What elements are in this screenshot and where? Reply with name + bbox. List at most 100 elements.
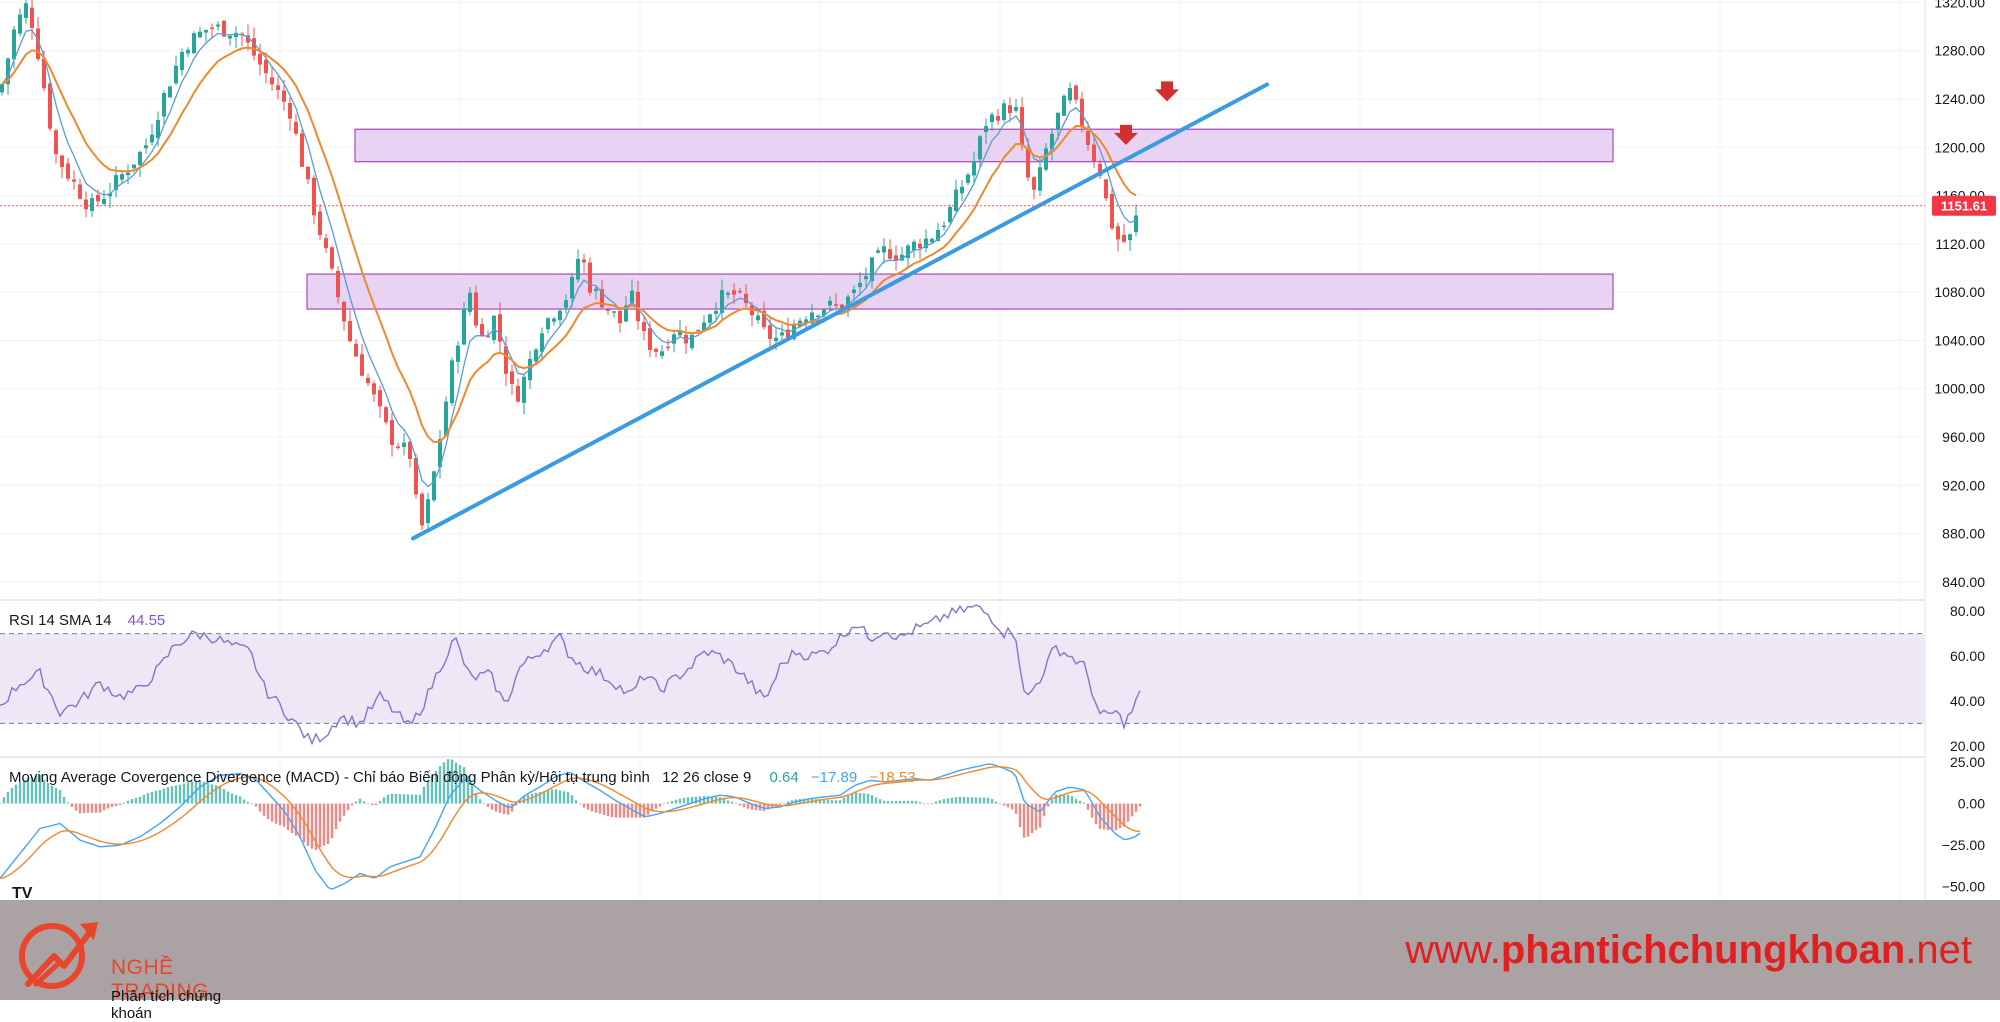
- candle-body: [426, 499, 430, 524]
- candle-body: [0, 84, 4, 93]
- macd-histogram-bar: [334, 803, 338, 829]
- candle-body: [204, 29, 208, 33]
- macd-histogram-bar: [246, 802, 250, 804]
- candle-body: [444, 401, 448, 436]
- macd-histogram-bar: [126, 800, 130, 804]
- candle-body: [42, 58, 46, 89]
- candle-body: [282, 90, 286, 102]
- candle-body: [642, 322, 646, 332]
- macd-histogram-bar: [442, 762, 446, 804]
- candle-body: [522, 376, 526, 403]
- macd-histogram-bar: [190, 781, 194, 804]
- macd-histogram-bar: [982, 797, 986, 804]
- tradingview-logo-icon: TV: [12, 885, 33, 900]
- candle-body: [84, 199, 88, 210]
- macd-histogram-bar: [54, 788, 58, 804]
- macd-histogram-bar: [802, 798, 806, 804]
- macd-histogram-bar: [1106, 803, 1110, 831]
- candle-body: [192, 33, 196, 54]
- macd-histogram-bar: [94, 803, 98, 813]
- macd-histogram-bar: [514, 803, 518, 806]
- url-domain: phantichchungkhoan: [1500, 928, 1906, 972]
- macd-histogram-bar: [166, 787, 170, 804]
- candle-body: [744, 293, 748, 304]
- candle-body: [252, 38, 256, 56]
- macd-histogram-bar: [818, 799, 822, 804]
- candle-body: [702, 322, 706, 331]
- candle-body: [504, 346, 508, 374]
- macd-histogram-bar: [930, 803, 934, 804]
- macd-histogram-bar: [154, 790, 158, 804]
- candle-body: [390, 420, 394, 446]
- macd-histogram-bar: [878, 799, 882, 804]
- rsi-pane[interactable]: [0, 604, 1925, 746]
- macd-histogram-bar: [710, 796, 714, 804]
- candle-body: [1074, 85, 1078, 100]
- macd-histogram-bar: [182, 783, 186, 804]
- candle-body: [612, 311, 616, 313]
- down-arrow-icon: [1114, 124, 1138, 145]
- candle-body: [1080, 98, 1084, 127]
- candle-body: [450, 360, 454, 404]
- macd-histogram-bar: [702, 796, 706, 804]
- candle-body: [186, 49, 190, 54]
- macd-histogram-bar: [186, 782, 190, 804]
- macd-histogram-bar: [210, 784, 214, 804]
- macd-histogram-bar: [754, 803, 758, 811]
- macd-histogram-bar: [98, 803, 102, 813]
- website-url[interactable]: www.phantichchungkhoan.net: [1405, 928, 1972, 973]
- axis-tick-label: −50.00: [1942, 879, 1985, 895]
- macd-histogram-bar: [438, 766, 442, 804]
- macd-histogram-bar: [390, 793, 394, 804]
- axis-tick-label: 0.00: [1958, 796, 1985, 812]
- candle-body: [858, 282, 862, 288]
- macd-histogram-bar: [178, 784, 182, 804]
- candle-body: [270, 77, 274, 85]
- candle-body: [726, 292, 730, 295]
- price-pane[interactable]: [0, 0, 1925, 541]
- macd-histogram-bar: [426, 780, 430, 804]
- macd-histogram-bar: [102, 803, 106, 811]
- macd-histogram-bar: [854, 792, 858, 804]
- candle-body: [348, 321, 352, 342]
- rsi-line: [0, 604, 1141, 746]
- candle-body: [876, 250, 880, 253]
- candle-body: [960, 186, 964, 194]
- trading-chart[interactable]: 1320.001280.001240.001200.001160.001120.…: [0, 0, 2000, 900]
- candle-body: [732, 290, 736, 295]
- macd-histogram-bar: [406, 794, 410, 804]
- macd-histogram-bar: [1038, 803, 1042, 828]
- candle-body: [360, 354, 364, 376]
- brand-name: NGHỀ TRADING: [111, 956, 209, 1003]
- trendline: [411, 82, 1269, 541]
- macd-histogram-bar: [194, 780, 198, 804]
- macd-histogram-bar: [822, 799, 826, 804]
- macd-pane[interactable]: [0, 759, 1142, 890]
- macd-histogram-bar: [542, 790, 546, 804]
- url-suffix: .net: [1905, 928, 1972, 972]
- macd-histogram-bar: [86, 803, 90, 813]
- macd-histogram-bar: [970, 797, 974, 804]
- macd-histogram-bar: [358, 798, 362, 804]
- candle-body: [1086, 131, 1090, 145]
- candle-body: [36, 28, 40, 60]
- candle-body: [582, 259, 586, 263]
- macd-histogram-bar: [610, 803, 614, 818]
- candle-body: [456, 345, 460, 362]
- candle-body: [942, 225, 946, 228]
- candle-body: [1044, 148, 1048, 170]
- candle-body: [756, 315, 760, 321]
- macd-histogram-bar: [1090, 803, 1094, 818]
- macd-histogram-bar: [450, 759, 454, 804]
- macd-histogram-bar: [574, 800, 578, 804]
- candle-body: [696, 329, 700, 332]
- axis-tick-label: 920.00: [1942, 477, 1985, 493]
- macd-histogram-bar: [34, 775, 38, 804]
- candle-body: [990, 114, 994, 122]
- candle-body: [828, 300, 832, 306]
- macd-histogram-bar: [502, 803, 506, 814]
- macd-histogram-bar: [1110, 803, 1114, 831]
- macd-histogram-bar: [138, 796, 142, 804]
- macd-histogram-bar: [670, 800, 674, 804]
- macd-label: Moving Average Covergence Divergence (MA…: [9, 769, 916, 786]
